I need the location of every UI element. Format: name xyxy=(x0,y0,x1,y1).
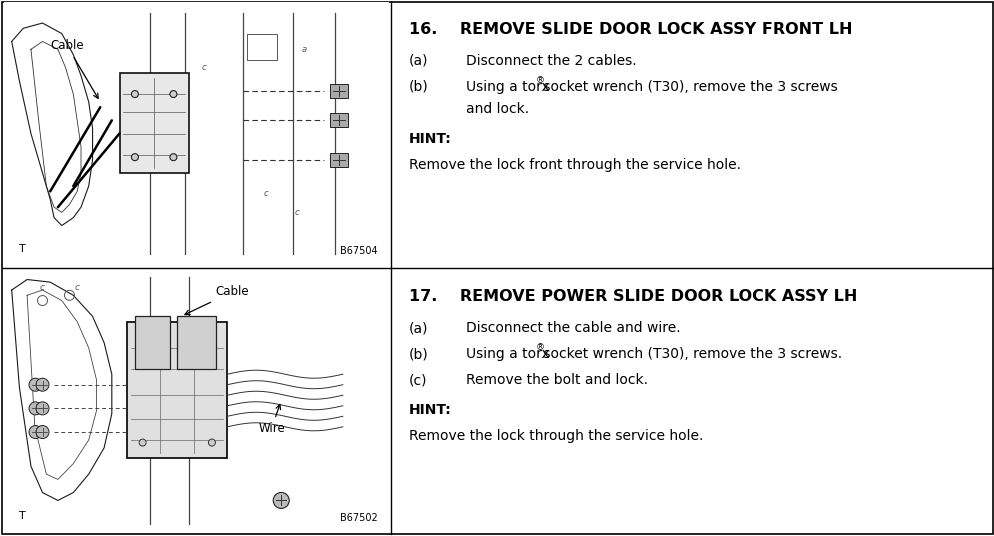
Bar xyxy=(135,316,169,369)
Text: B67502: B67502 xyxy=(339,513,377,524)
Text: Disconnect the 2 cables.: Disconnect the 2 cables. xyxy=(465,54,636,68)
Circle shape xyxy=(139,439,146,446)
Circle shape xyxy=(131,154,138,161)
Text: (a): (a) xyxy=(409,321,428,335)
Text: Wire: Wire xyxy=(257,405,284,435)
Bar xyxy=(333,86,344,96)
Text: Using a torx: Using a torx xyxy=(465,80,550,94)
Text: Disconnect the cable and wire.: Disconnect the cable and wire. xyxy=(465,321,680,335)
Circle shape xyxy=(29,426,42,438)
Text: ®: ® xyxy=(535,76,544,85)
Bar xyxy=(4,269,389,532)
Text: 17.    REMOVE POWER SLIDE DOOR LOCK ASSY LH: 17. REMOVE POWER SLIDE DOOR LOCK ASSY LH xyxy=(409,289,857,304)
Circle shape xyxy=(36,426,49,438)
Text: Cable: Cable xyxy=(50,39,98,98)
Text: (b): (b) xyxy=(409,80,428,94)
Text: Using a torx: Using a torx xyxy=(465,347,550,361)
Circle shape xyxy=(131,91,138,98)
Text: Remove the lock through the service hole.: Remove the lock through the service hole… xyxy=(409,429,703,443)
Bar xyxy=(333,155,344,165)
Text: B67504: B67504 xyxy=(340,247,377,257)
Text: Remove the bolt and lock.: Remove the bolt and lock. xyxy=(465,373,647,387)
Text: T: T xyxy=(19,511,26,521)
Bar xyxy=(4,2,389,265)
Text: socket wrench (T30), remove the 3 screws: socket wrench (T30), remove the 3 screws xyxy=(539,80,837,94)
Text: a: a xyxy=(301,45,306,54)
Circle shape xyxy=(29,378,42,391)
Text: Remove the lock front through the service hole.: Remove the lock front through the servic… xyxy=(409,158,741,172)
Text: c: c xyxy=(202,63,207,72)
Text: socket wrench (T30), remove the 3 screws.: socket wrench (T30), remove the 3 screws… xyxy=(539,347,842,361)
Text: (a): (a) xyxy=(409,54,428,68)
Text: HINT:: HINT: xyxy=(409,403,451,417)
Circle shape xyxy=(208,439,216,446)
Circle shape xyxy=(36,402,49,415)
Circle shape xyxy=(273,493,289,509)
Circle shape xyxy=(170,154,177,161)
Text: 16.    REMOVE SLIDE DOOR LOCK ASSY FRONT LH: 16. REMOVE SLIDE DOOR LOCK ASSY FRONT LH xyxy=(409,22,852,37)
Text: (c): (c) xyxy=(409,373,427,387)
Bar xyxy=(127,322,227,458)
Text: and lock.: and lock. xyxy=(465,102,529,116)
Text: c: c xyxy=(75,283,80,292)
Text: ®: ® xyxy=(535,343,544,352)
Bar xyxy=(330,84,348,99)
Circle shape xyxy=(170,91,177,98)
Text: HINT:: HINT: xyxy=(409,132,451,146)
Bar xyxy=(247,34,277,60)
Circle shape xyxy=(29,402,42,415)
Bar xyxy=(119,73,189,173)
Text: Cable: Cable xyxy=(185,285,249,315)
Bar xyxy=(333,115,344,125)
Text: (b): (b) xyxy=(409,347,428,361)
Circle shape xyxy=(36,378,49,391)
Text: c: c xyxy=(40,283,45,292)
Bar xyxy=(330,153,348,167)
Bar xyxy=(177,316,216,369)
Text: T: T xyxy=(19,244,26,254)
Bar xyxy=(330,113,348,128)
Text: c: c xyxy=(263,190,267,198)
Text: c: c xyxy=(294,208,298,217)
